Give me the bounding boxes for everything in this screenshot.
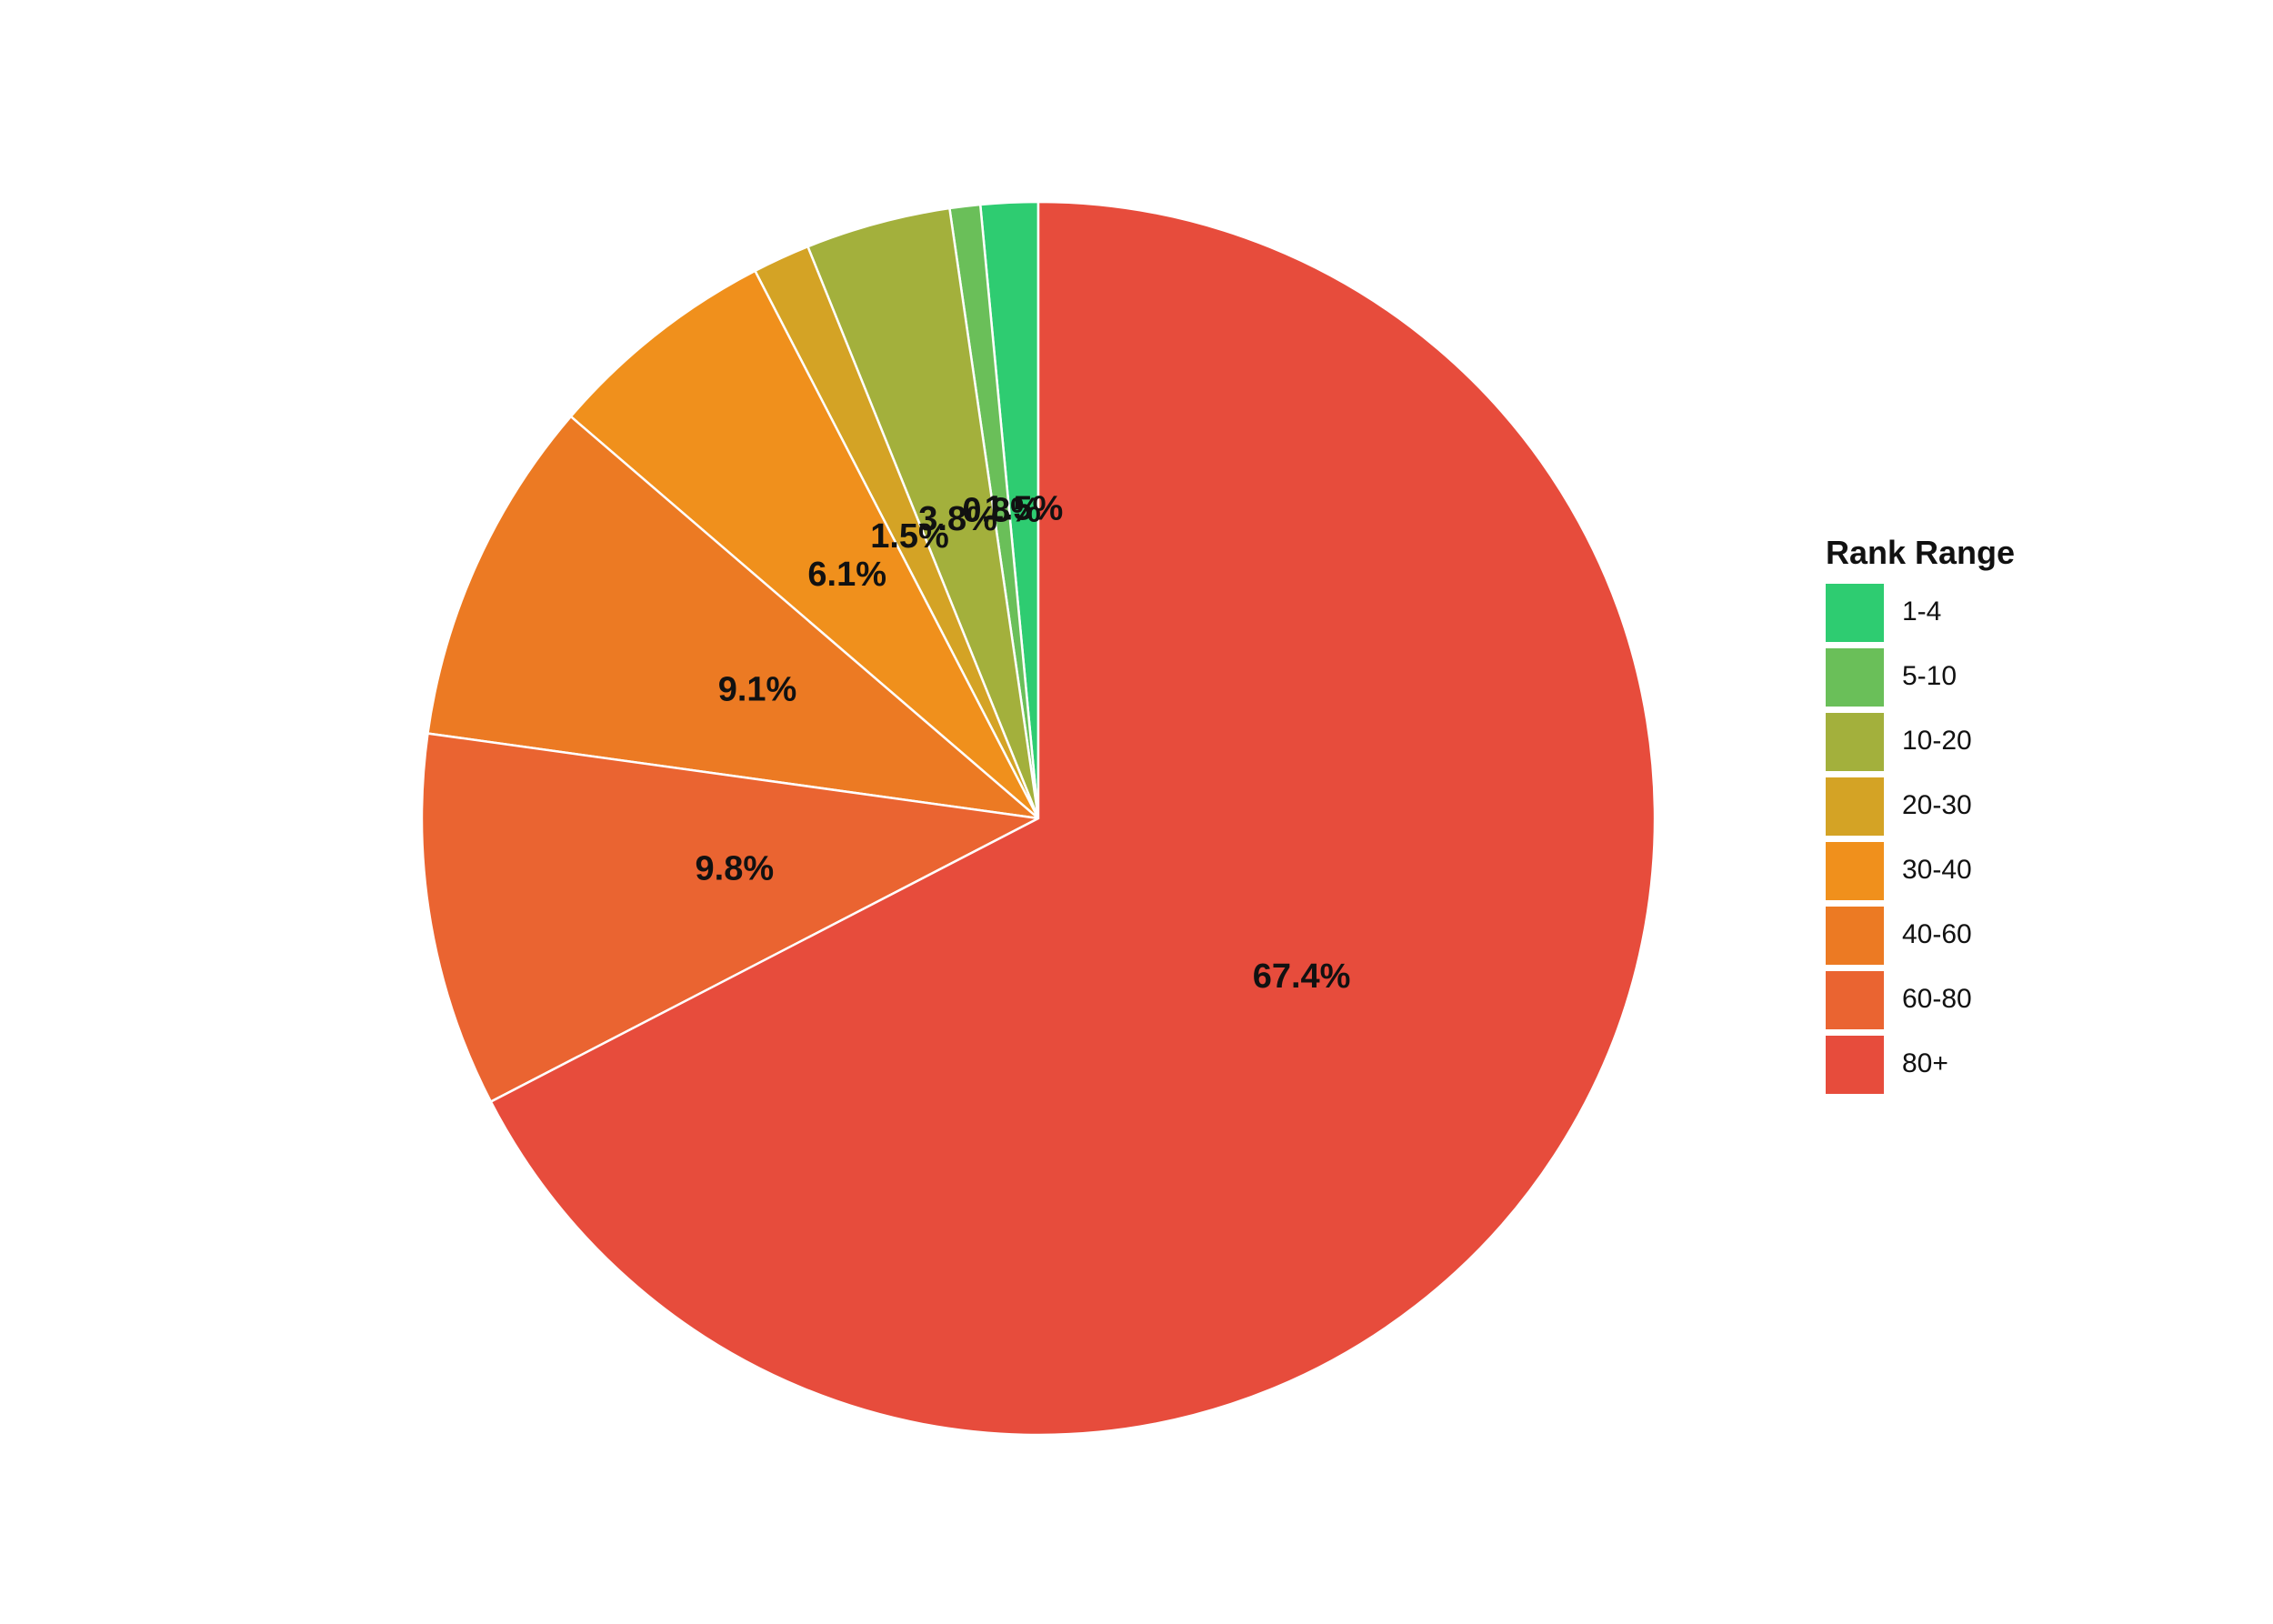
slice-label-30-40: 6.1%	[807, 556, 886, 594]
legend-item-80+: 80+	[1826, 1036, 1948, 1094]
slice-label-40-60: 9.1%	[718, 671, 797, 709]
slice-label-5-10: 0.8%	[962, 491, 1041, 529]
legend-title: Rank Range	[1826, 534, 2015, 571]
legend-item-20-30: 20-30	[1826, 777, 1972, 836]
legend-label-60-80: 60-80	[1902, 984, 1972, 1014]
legend-label-40-60: 40-60	[1902, 919, 1972, 949]
legend-label-5-10: 5-10	[1902, 661, 1957, 691]
slice-label-80+: 67.4%	[1253, 957, 1351, 996]
legend-items: 1-4 5-10 10-20 20-30 30-40 40-60 60-80 80+	[1826, 584, 1972, 1094]
legend-swatch-5-10	[1826, 648, 1884, 707]
legend-label-30-40: 30-40	[1902, 855, 1972, 885]
slice-label-1-4: 1.5%	[985, 489, 1064, 527]
legend-swatch-40-60	[1826, 907, 1884, 965]
slice-label-10-20: 3.8%	[918, 500, 997, 538]
legend-label-80+: 80+	[1902, 1048, 1948, 1078]
slices-layer	[420, 200, 1657, 1437]
legend-item-1-4: 1-4	[1826, 584, 1941, 642]
legend-swatch-1-4	[1826, 584, 1884, 642]
legend: Rank Range 1-4 5-10 10-20 20-30 30-40 40-60 60…	[1826, 534, 2015, 1094]
slice-label-20-30: 1.5%	[870, 517, 949, 556]
legend-swatch-20-30	[1826, 777, 1884, 836]
pie-slice-60-80	[420, 732, 1043, 1104]
legend-swatch-80+	[1826, 1036, 1884, 1094]
legend-swatch-10-20	[1826, 713, 1884, 771]
pie-slice-40-60	[426, 415, 1043, 820]
slice-label-60-80: 9.8%	[696, 849, 775, 887]
legend-item-5-10: 5-10	[1826, 648, 1957, 707]
pie-slice-80+	[489, 200, 1657, 1437]
legend-swatch-60-80	[1826, 971, 1884, 1029]
legend-item-10-20: 10-20	[1826, 713, 1972, 771]
legend-label-1-4: 1-4	[1902, 596, 1941, 627]
legend-item-40-60: 40-60	[1826, 907, 1972, 965]
legend-swatch-30-40	[1826, 842, 1884, 900]
labels-layer: 1.5%0.8%3.8%1.5%6.1%9.1%9.8%67.4%	[696, 489, 1351, 996]
legend-item-60-80: 60-80	[1826, 971, 1972, 1029]
legend-label-20-30: 20-30	[1902, 790, 1972, 820]
pie-slice-30-40	[569, 269, 1040, 819]
legend-label-10-20: 10-20	[1902, 726, 1972, 756]
legend-item-30-40: 30-40	[1826, 842, 1972, 900]
